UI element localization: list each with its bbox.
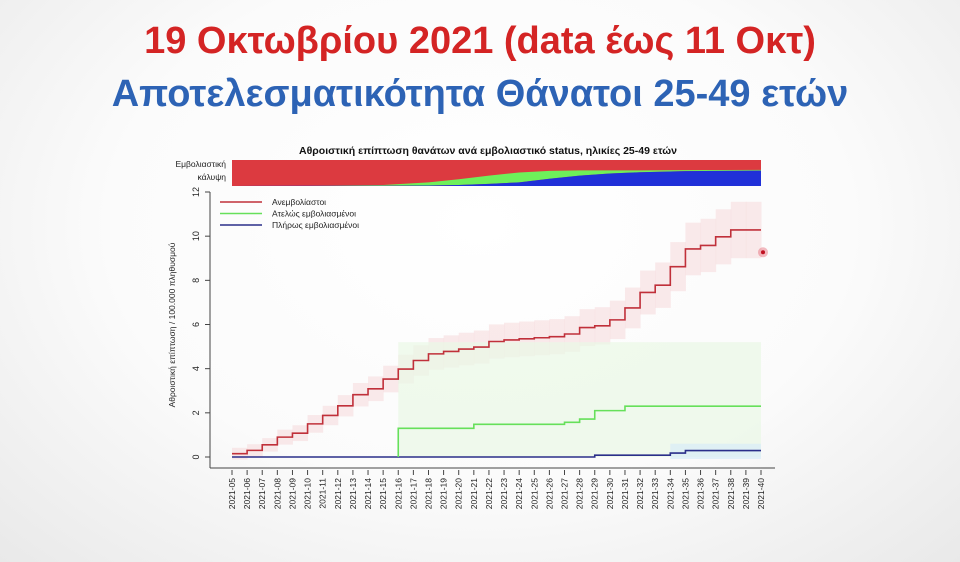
x-tick-label: 2021-30: [605, 478, 615, 509]
coverage-label: Εμβολιαστική κάλυψη: [175, 159, 226, 182]
y-tick-label: 2: [191, 410, 201, 415]
x-tick-label: 2021-28: [575, 478, 585, 509]
x-tick-label: 2021-16: [393, 478, 403, 509]
slide-title: 19 Οκτωβρίου 2021 (data έως 11 Οκτ): [144, 20, 816, 62]
coverage-fully-area: [232, 170, 761, 186]
coverage-label-line1: Εμβολιαστική: [175, 159, 226, 169]
x-tick-label: 2021-11: [318, 478, 328, 509]
y-tick-label: 10: [191, 231, 201, 241]
series-line-0: [232, 229, 761, 455]
legend-label: Ανεμβολίαστοι: [272, 197, 326, 207]
legend: Ανεμβολίαστοι Ατελώς εμβολιασμένοιΠλήρως …: [220, 197, 359, 230]
x-tick-label: 2021-14: [363, 478, 373, 509]
series-line-1: [397, 405, 761, 457]
x-tick-label: 2021-13: [348, 478, 358, 509]
chart-title: Αθροιστική επίπτωση θανάτων ανά εμβολιασ…: [299, 145, 677, 157]
coverage-partially-area: [232, 169, 761, 186]
x-tick-label: 2021-07: [257, 478, 267, 509]
legend-label: Ατελώς εμβολιασμένοι: [272, 209, 356, 219]
x-tick-label: 2021-10: [303, 478, 313, 509]
x-tick-label: 2021-38: [726, 478, 736, 509]
y-axis-label: Αθροιστική επίπτωση / 100.000 πληθυσμού: [167, 242, 177, 407]
x-tick-label: 2021-37: [711, 478, 721, 509]
x-tick-label: 2021-39: [741, 478, 751, 509]
slide-subtitle: Αποτελεσματικότητα Θάνατοι 25-49 ετών: [111, 73, 849, 115]
x-tick-label: 2021-12: [333, 478, 343, 509]
x-tick-label: 2021-22: [484, 478, 494, 509]
x-tick-label: 2021-23: [499, 478, 509, 509]
y-tick-label: 12: [191, 187, 201, 197]
x-tick-label: 2021-15: [378, 478, 388, 509]
x-tick-label: 2021-40: [756, 478, 766, 509]
x-tick-label: 2021-17: [408, 478, 418, 509]
x-tick-label: 2021-29: [590, 478, 600, 509]
x-tick-label: 2021-36: [696, 478, 706, 509]
y-tick-label: 4: [191, 366, 201, 371]
green-confidence-band: [398, 342, 761, 457]
x-tick-label: 2021-05: [227, 478, 237, 509]
coverage-label-line2: κάλυψη: [197, 172, 226, 182]
x-tick-label: 2021-25: [529, 478, 539, 509]
x-tick-label: 2021-26: [544, 478, 554, 509]
x-tick-label: 2021-33: [650, 478, 660, 509]
coverage-bar: [232, 160, 761, 186]
x-tick-label: 2021-32: [635, 478, 645, 509]
x-tick-label: 2021-24: [514, 478, 524, 509]
y-tick-label: 8: [191, 278, 201, 283]
axes: 0 2 4 6 8 10 12 2021-05 2021-06 2021-07 2021-08 202…: [191, 187, 775, 509]
x-tick-label: 2021-08: [272, 478, 282, 509]
x-tick-label: 2021-19: [439, 478, 449, 509]
highlight-point: [761, 250, 765, 255]
x-tick-label: 2021-27: [560, 478, 570, 509]
x-tick-label: 2021-06: [242, 478, 252, 509]
y-tick-label: 0: [191, 454, 201, 459]
x-tick-label: 2021-21: [469, 478, 479, 509]
confidence-bands: [232, 201, 762, 460]
x-tick-label: 2021-09: [287, 478, 297, 509]
y-tick-label: 6: [191, 322, 201, 327]
x-tick-label: 2021-34: [665, 478, 675, 509]
series-lines: [232, 229, 768, 458]
x-tick-label: 2021-31: [620, 478, 630, 509]
x-tick-label: 2021-35: [680, 478, 690, 509]
x-tick-label: 2021-20: [454, 478, 464, 509]
x-tick-label: 2021-18: [423, 478, 433, 509]
legend-label: Πλήρως εμβολιασμένοι: [272, 220, 359, 230]
series-line-2: [232, 449, 761, 458]
